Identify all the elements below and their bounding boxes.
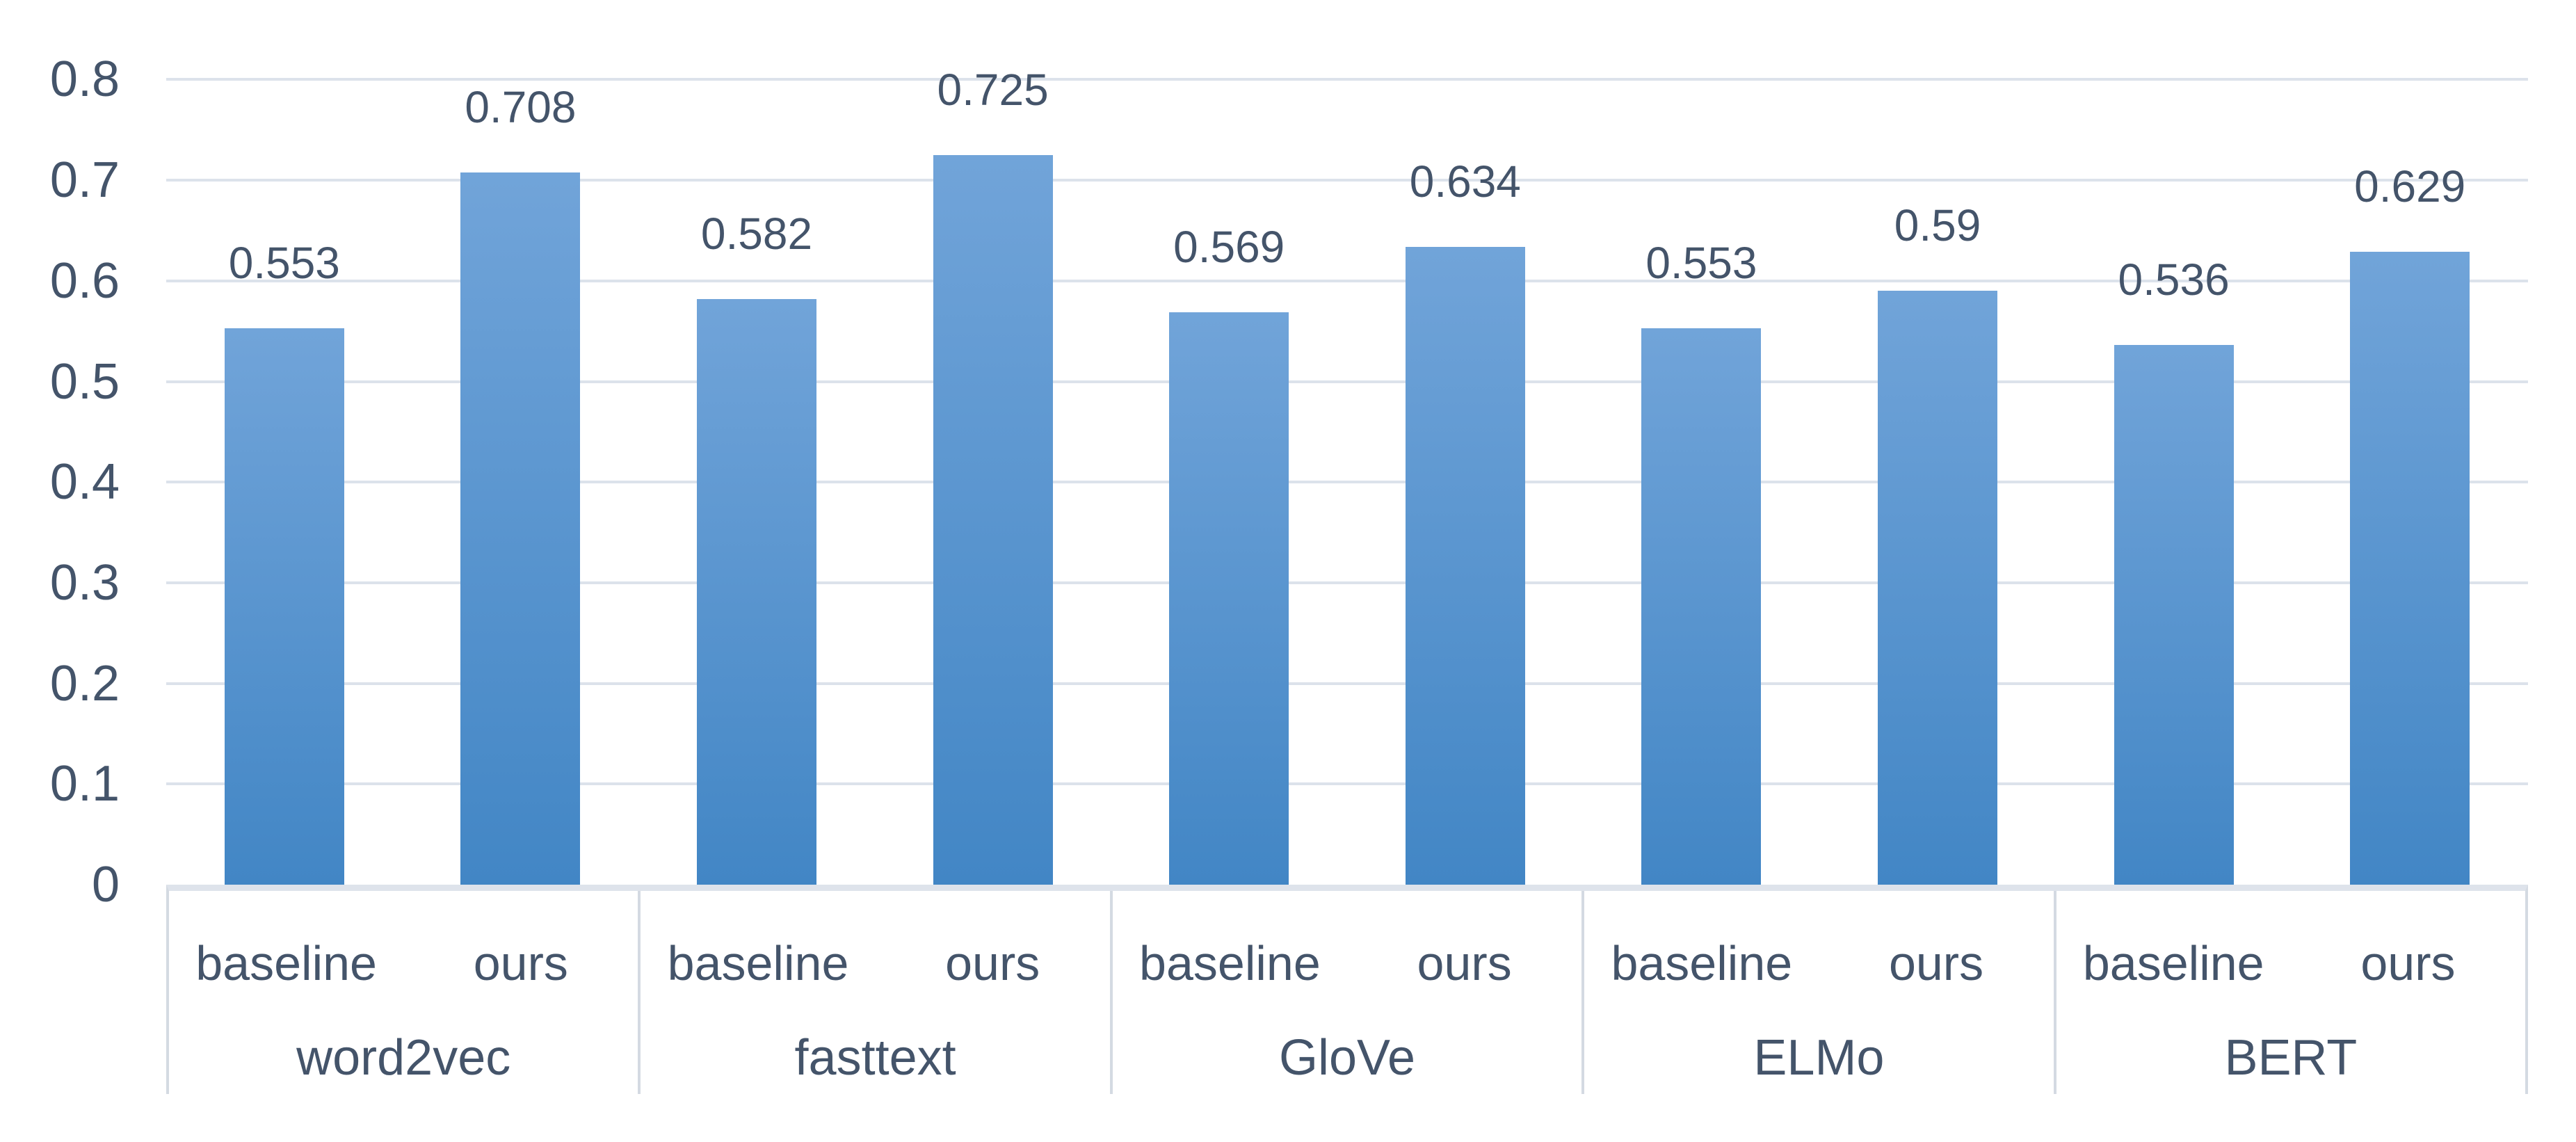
category-group-GloVe: baseline ours GloVe <box>1113 891 1585 1094</box>
bar-ours-ELMo <box>1878 291 1997 885</box>
data-label-baseline-ELMo: 0.553 <box>1645 237 1757 288</box>
data-label-ours-BERT: 0.629 <box>2354 161 2466 211</box>
y-tick-label-0.1: 0.1 <box>49 756 120 812</box>
bar-baseline-BERT <box>2114 345 2234 885</box>
bar-baseline-word2vec <box>224 328 344 885</box>
gridline-0.1 <box>166 782 2528 786</box>
series-label-baseline-word2vec: baseline <box>195 936 377 990</box>
gridline-0.5 <box>166 380 2528 383</box>
series-label-ours-fasttext: ours <box>945 936 1040 990</box>
series-label-baseline-BERT: baseline <box>2082 936 2264 990</box>
group-label-word2vec: word2vec <box>296 1030 511 1086</box>
data-label-ours-fasttext: 0.725 <box>937 64 1049 115</box>
data-label-ours-word2vec: 0.708 <box>465 81 577 132</box>
data-label-baseline-BERT: 0.536 <box>2118 255 2230 305</box>
category-group-fasttext: baseline ours fasttext <box>641 891 1113 1094</box>
category-axis-table: baseline ours word2vec baseline ours fasttext… <box>166 885 2528 1094</box>
group-label-row: ELMo <box>1584 997 2053 1094</box>
series-label-ours-GloVe: ours <box>1417 936 1512 990</box>
group-label-BERT: BERT <box>2224 1030 2358 1086</box>
gridline-0.8 <box>166 78 2528 81</box>
group-label-row: word2vec <box>169 997 638 1094</box>
series-label-ours-word2vec: ours <box>473 936 568 990</box>
gridline-0.3 <box>166 581 2528 584</box>
y-tick-label-0: 0 <box>91 857 120 912</box>
group-label-row: BERT <box>2056 997 2525 1094</box>
data-label-baseline-word2vec: 0.553 <box>228 237 340 288</box>
y-tick-label-0.4: 0.4 <box>49 454 120 510</box>
series-label-row: baseline ours <box>2056 891 2525 997</box>
series-label-ours-BERT: ours <box>2360 936 2456 990</box>
series-label-row: baseline ours <box>1584 891 2053 997</box>
data-label-ours-GloVe: 0.634 <box>1409 156 1521 207</box>
series-label-row: baseline ours <box>641 891 1109 997</box>
group-label-fasttext: fasttext <box>794 1030 956 1086</box>
bar-ours-fasttext <box>933 154 1053 885</box>
group-label-row: fasttext <box>641 997 1109 1094</box>
y-tick-label-0.2: 0.2 <box>49 655 120 711</box>
group-label-GloVe: GloVe <box>1278 1030 1416 1086</box>
group-label-row: GloVe <box>1113 997 1581 1094</box>
category-group-word2vec: baseline ours word2vec <box>169 891 641 1094</box>
category-group-BERT: baseline ours BERT <box>2056 891 2525 1094</box>
y-tick-label-0.8: 0.8 <box>49 51 120 108</box>
gridline-0.2 <box>166 682 2528 685</box>
data-label-ours-ELMo: 0.59 <box>1894 200 1981 251</box>
data-label-baseline-fasttext: 0.582 <box>700 208 813 259</box>
bar-baseline-ELMo <box>1641 328 1762 885</box>
y-tick-label-0.6: 0.6 <box>49 252 120 309</box>
category-group-ELMo: baseline ours ELMo <box>1584 891 2056 1094</box>
series-label-baseline-ELMo: baseline <box>1611 936 1793 990</box>
bar-ours-GloVe <box>1405 246 1525 885</box>
series-label-baseline-fasttext: baseline <box>667 936 849 990</box>
bar-ours-word2vec <box>460 172 581 885</box>
series-label-row: baseline ours <box>169 891 638 997</box>
y-tick-label-0.5: 0.5 <box>49 353 120 410</box>
bar-baseline-fasttext <box>697 298 816 885</box>
y-tick-label-0.3: 0.3 <box>49 554 120 611</box>
series-label-baseline-GloVe: baseline <box>1139 936 1321 990</box>
group-label-ELMo: ELMo <box>1753 1030 1885 1086</box>
gridline-0.7 <box>166 179 2528 182</box>
series-label-row: baseline ours <box>1113 891 1581 997</box>
gridline-0.4 <box>166 481 2528 484</box>
y-tick-label-0.7: 0.7 <box>49 152 120 209</box>
series-label-ours-ELMo: ours <box>1888 936 1984 990</box>
bar-baseline-GloVe <box>1169 312 1289 885</box>
gridline-0.6 <box>166 279 2528 282</box>
data-label-baseline-GloVe: 0.569 <box>1173 221 1285 272</box>
bar-ours-BERT <box>2350 251 2470 885</box>
